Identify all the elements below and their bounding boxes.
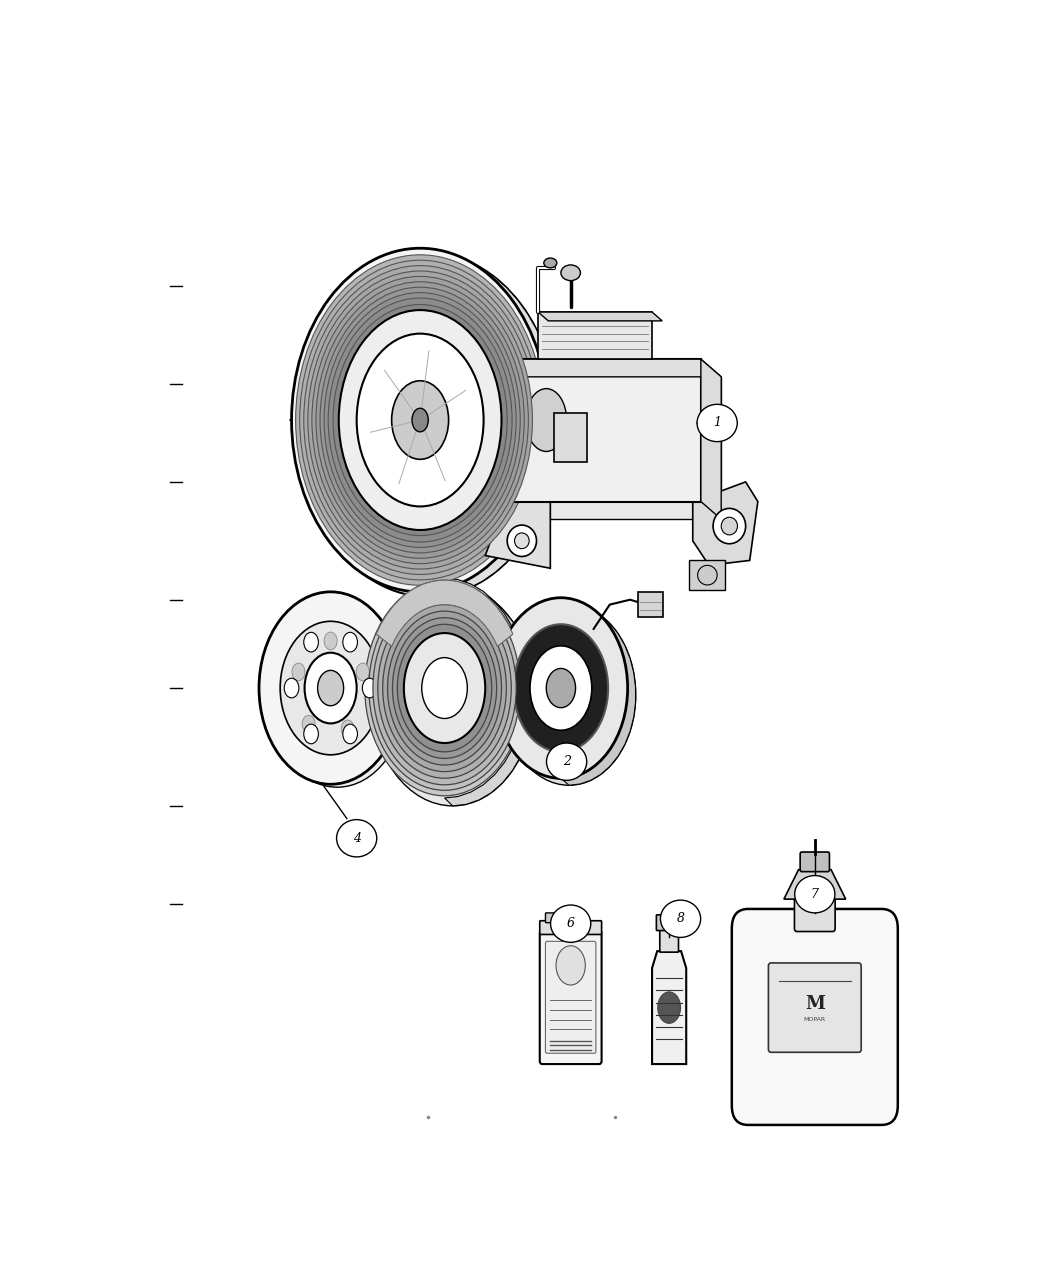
Ellipse shape	[507, 525, 537, 556]
Ellipse shape	[369, 585, 520, 790]
Ellipse shape	[299, 260, 541, 580]
Ellipse shape	[316, 282, 524, 558]
FancyBboxPatch shape	[795, 896, 835, 932]
FancyBboxPatch shape	[769, 963, 861, 1052]
Ellipse shape	[285, 678, 299, 697]
Ellipse shape	[303, 265, 537, 575]
Ellipse shape	[556, 946, 585, 986]
Polygon shape	[526, 377, 721, 519]
Ellipse shape	[292, 663, 304, 681]
Ellipse shape	[341, 720, 354, 738]
Polygon shape	[485, 501, 550, 569]
Ellipse shape	[514, 533, 529, 548]
Ellipse shape	[721, 518, 737, 536]
Ellipse shape	[312, 277, 528, 564]
Ellipse shape	[530, 646, 592, 731]
Polygon shape	[554, 413, 587, 463]
Ellipse shape	[550, 905, 591, 942]
Text: 7: 7	[811, 887, 819, 900]
Ellipse shape	[259, 592, 402, 784]
FancyBboxPatch shape	[540, 931, 602, 1065]
Ellipse shape	[404, 634, 485, 743]
Text: MOPAR: MOPAR	[803, 1017, 826, 1023]
Ellipse shape	[422, 658, 467, 719]
Ellipse shape	[329, 298, 512, 542]
Polygon shape	[538, 312, 663, 321]
Text: 2: 2	[563, 755, 570, 768]
FancyBboxPatch shape	[656, 915, 681, 931]
Ellipse shape	[546, 668, 575, 708]
Text: 4: 4	[353, 831, 360, 845]
Ellipse shape	[280, 621, 381, 755]
Polygon shape	[701, 360, 721, 519]
Ellipse shape	[317, 671, 343, 706]
Polygon shape	[638, 592, 663, 617]
FancyBboxPatch shape	[545, 941, 596, 1053]
Ellipse shape	[412, 408, 428, 432]
Ellipse shape	[544, 258, 556, 268]
Ellipse shape	[296, 255, 545, 585]
Polygon shape	[693, 482, 758, 565]
Polygon shape	[689, 561, 726, 590]
Ellipse shape	[298, 254, 559, 597]
Ellipse shape	[660, 900, 700, 937]
Ellipse shape	[308, 272, 532, 569]
Polygon shape	[444, 578, 533, 806]
Text: 8: 8	[676, 913, 685, 926]
Ellipse shape	[378, 598, 511, 778]
Ellipse shape	[392, 381, 448, 459]
Text: 6: 6	[567, 917, 574, 931]
Ellipse shape	[526, 389, 567, 451]
Ellipse shape	[324, 292, 517, 547]
Ellipse shape	[697, 404, 737, 441]
Ellipse shape	[495, 598, 628, 778]
FancyBboxPatch shape	[540, 921, 602, 935]
Ellipse shape	[337, 820, 377, 857]
Ellipse shape	[362, 678, 377, 697]
Ellipse shape	[393, 617, 497, 759]
Ellipse shape	[364, 580, 524, 796]
Ellipse shape	[382, 604, 506, 771]
Polygon shape	[506, 360, 721, 377]
FancyBboxPatch shape	[545, 913, 570, 923]
Ellipse shape	[697, 565, 717, 585]
Polygon shape	[784, 870, 845, 899]
Ellipse shape	[372, 586, 534, 806]
Ellipse shape	[324, 632, 337, 650]
Ellipse shape	[397, 625, 491, 752]
Ellipse shape	[304, 653, 357, 723]
Ellipse shape	[303, 632, 318, 652]
Ellipse shape	[713, 509, 746, 543]
Polygon shape	[652, 951, 687, 1065]
Ellipse shape	[561, 265, 581, 280]
Ellipse shape	[513, 625, 608, 752]
Ellipse shape	[356, 663, 370, 681]
Ellipse shape	[342, 632, 357, 652]
Ellipse shape	[387, 611, 502, 765]
Ellipse shape	[357, 334, 484, 506]
Ellipse shape	[342, 724, 357, 743]
Polygon shape	[506, 360, 701, 501]
Ellipse shape	[339, 310, 502, 530]
Ellipse shape	[657, 992, 680, 1024]
Ellipse shape	[795, 876, 835, 913]
Ellipse shape	[502, 604, 635, 785]
Polygon shape	[538, 312, 652, 360]
Ellipse shape	[268, 601, 406, 787]
Text: M: M	[804, 996, 825, 1014]
FancyBboxPatch shape	[800, 852, 830, 872]
Ellipse shape	[292, 249, 549, 592]
Ellipse shape	[333, 305, 507, 536]
Ellipse shape	[303, 724, 318, 743]
FancyBboxPatch shape	[732, 909, 898, 1125]
Ellipse shape	[546, 743, 587, 780]
Ellipse shape	[373, 592, 517, 785]
Polygon shape	[420, 249, 559, 597]
Polygon shape	[561, 598, 635, 785]
FancyBboxPatch shape	[659, 928, 678, 952]
Ellipse shape	[320, 287, 520, 553]
Polygon shape	[376, 580, 512, 646]
Ellipse shape	[302, 715, 315, 733]
Text: 1: 1	[713, 417, 721, 430]
